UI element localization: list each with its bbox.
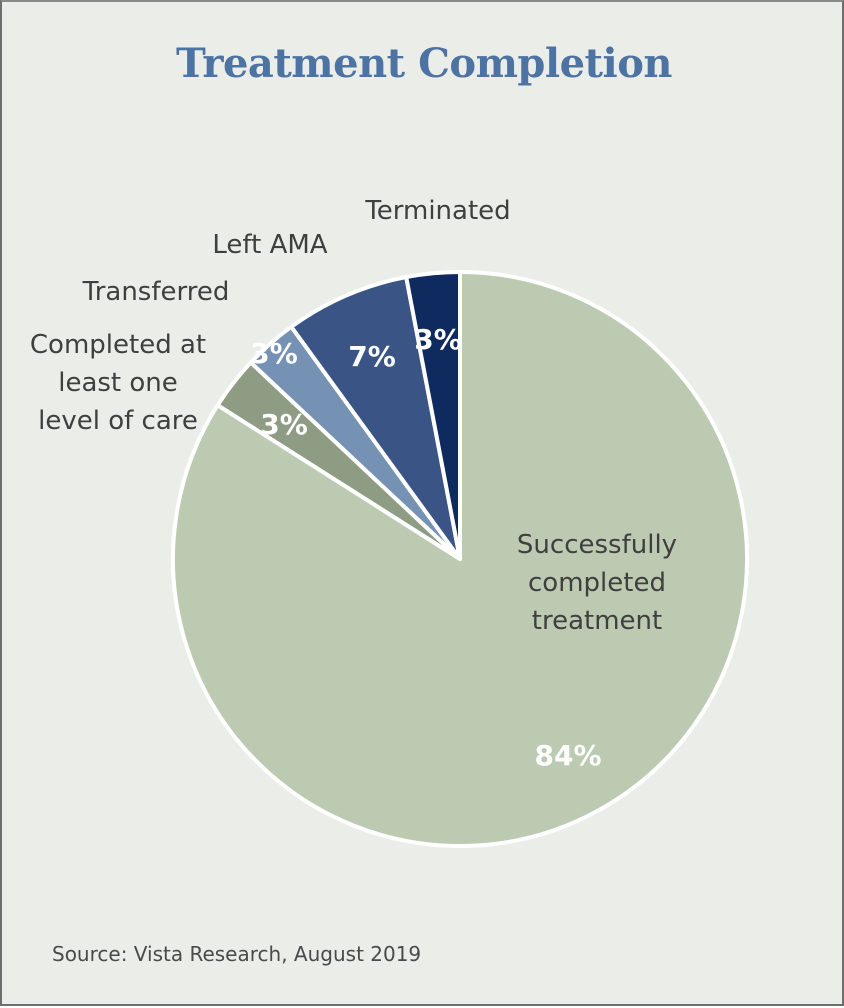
slice-value-label-5: 3%: [414, 323, 462, 356]
slice-value-label-2: 3%: [260, 408, 308, 441]
pie-slice-5: [404, 270, 462, 561]
slice-label-3: Transferred: [82, 277, 230, 307]
slice-label-4: Left AMA: [212, 230, 327, 260]
source-note: Source: Vista Research, August 2019: [52, 942, 422, 966]
slice-value-label-4: 7%: [348, 340, 396, 373]
slice-label-5: Terminated: [364, 196, 510, 226]
slice-label-2: Completed at least one level of care: [30, 330, 206, 436]
slice-label-1: Successfully completed treatment: [517, 530, 677, 636]
slice-value-label-1: 84%: [534, 739, 601, 772]
chart-title: Treatment Completion: [176, 40, 672, 87]
slice-value-label-3: 3%: [250, 337, 298, 370]
